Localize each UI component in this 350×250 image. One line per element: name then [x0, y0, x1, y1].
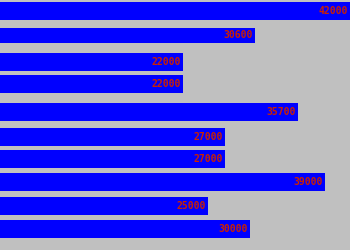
Bar [0, 173, 325, 191]
Bar [0, 53, 183, 71]
Text: 30600: 30600 [224, 30, 253, 40]
Bar [0, 197, 208, 215]
Text: 30000: 30000 [219, 224, 248, 234]
Text: 42000: 42000 [318, 6, 348, 16]
Text: 27000: 27000 [194, 132, 223, 142]
Text: 27000: 27000 [194, 154, 223, 164]
Text: 39000: 39000 [294, 177, 323, 187]
Bar [0, 28, 255, 43]
Text: 22000: 22000 [152, 57, 181, 67]
Text: 22000: 22000 [152, 79, 181, 89]
Bar [0, 2, 350, 20]
Text: 35700: 35700 [266, 107, 295, 117]
Bar [0, 150, 225, 168]
Bar [0, 103, 298, 121]
Text: 25000: 25000 [177, 201, 206, 211]
Bar [0, 128, 225, 146]
Bar [0, 220, 250, 238]
Bar [0, 75, 183, 93]
